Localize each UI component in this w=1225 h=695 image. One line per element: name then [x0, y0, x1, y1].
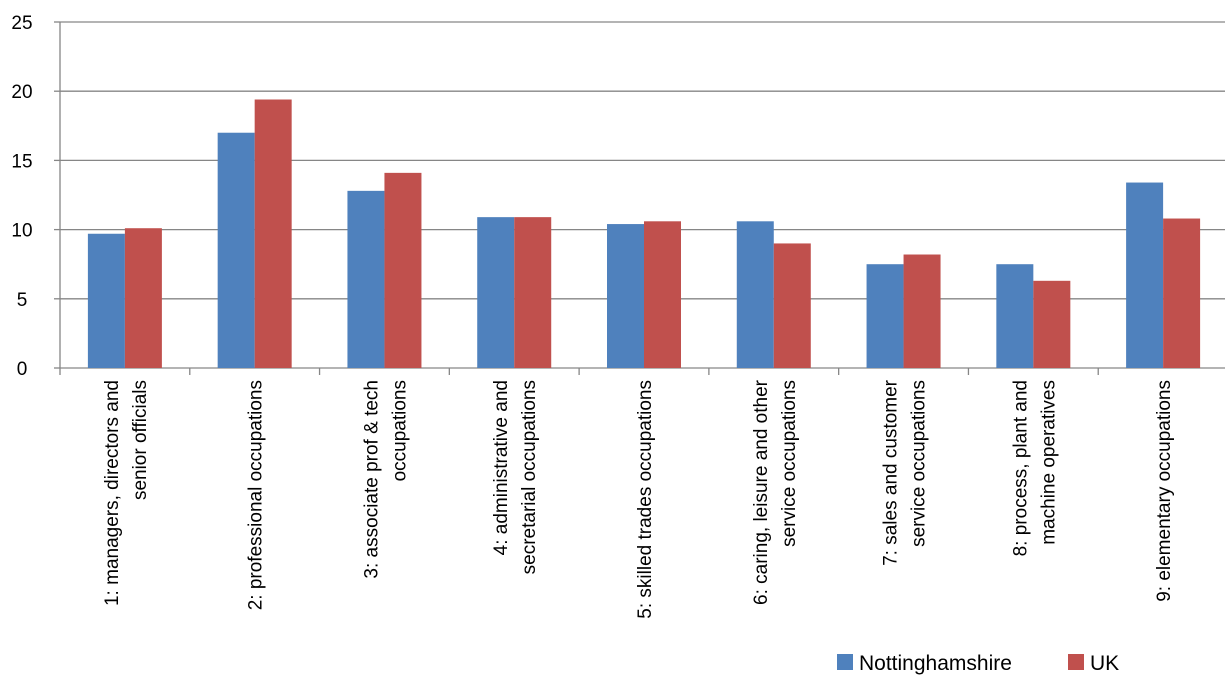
bar-uk: [124, 228, 162, 368]
legend-swatch: [837, 654, 853, 670]
x-tick-label: 4: administrative and: [491, 380, 512, 555]
legend-swatch: [1068, 654, 1084, 670]
bar-uk: [773, 243, 811, 368]
legend-label: UK: [1090, 652, 1119, 675]
x-tick-label: senior officials: [130, 380, 151, 500]
bar-uk: [384, 172, 422, 368]
x-tick-label: 3: associate prof & tech: [361, 380, 382, 579]
legend-label: Nottinghamshire: [859, 652, 1012, 675]
bar-nottinghamshire: [1126, 182, 1164, 368]
y-tick-labels: 0 5 10 15 20 25: [11, 13, 32, 380]
x-tick-label: 7: sales and customer: [881, 379, 902, 566]
bar-uk: [254, 99, 292, 368]
x-tick-label: service occupations: [779, 380, 800, 547]
x-tick-label: 8: process, plant and: [1010, 380, 1031, 556]
bar-nottinghamshire: [866, 264, 904, 368]
legend: Nottinghamshire UK: [837, 652, 1119, 675]
bar-nottinghamshire: [607, 224, 644, 368]
y-tick-label: 0: [17, 359, 28, 380]
x-tick-label: 1: managers, directors and: [102, 380, 123, 606]
bar-uk: [514, 217, 552, 368]
bar-uk: [1033, 280, 1071, 368]
x-tick-label: service occupations: [909, 380, 930, 547]
x-tick-label: 6: caring, leisure and other: [751, 379, 772, 605]
bar-nottinghamshire: [996, 264, 1034, 368]
bar-nottinghamshire: [87, 233, 125, 368]
y-tick-label: 20: [11, 82, 32, 103]
x-tick-label: 9: elementary occupations: [1154, 380, 1175, 602]
x-tick-label: 2: professional occupations: [246, 380, 267, 610]
x-tick-labels: 1: managers, directors and senior officia…: [102, 379, 1175, 618]
y-tick-label: 25: [11, 13, 32, 34]
bar-uk: [903, 254, 941, 368]
y-tick-label: 10: [11, 221, 32, 242]
bar-nottinghamshire: [477, 217, 515, 368]
x-tick-label: machine operatives: [1038, 380, 1059, 545]
y-tick-label: 5: [17, 290, 28, 311]
bar-uk: [644, 221, 681, 368]
bar-uk: [1163, 218, 1201, 368]
bars: [87, 99, 1201, 368]
x-tick-label: secretarial occupations: [519, 380, 540, 574]
y-tick-label: 15: [11, 151, 32, 172]
bar-nottinghamshire: [217, 132, 255, 368]
x-tick-label: occupations: [389, 380, 410, 481]
x-tick-label: 5: skilled trades occupations: [635, 380, 656, 619]
bar-nottinghamshire: [347, 190, 385, 368]
bar-nottinghamshire: [736, 221, 774, 368]
